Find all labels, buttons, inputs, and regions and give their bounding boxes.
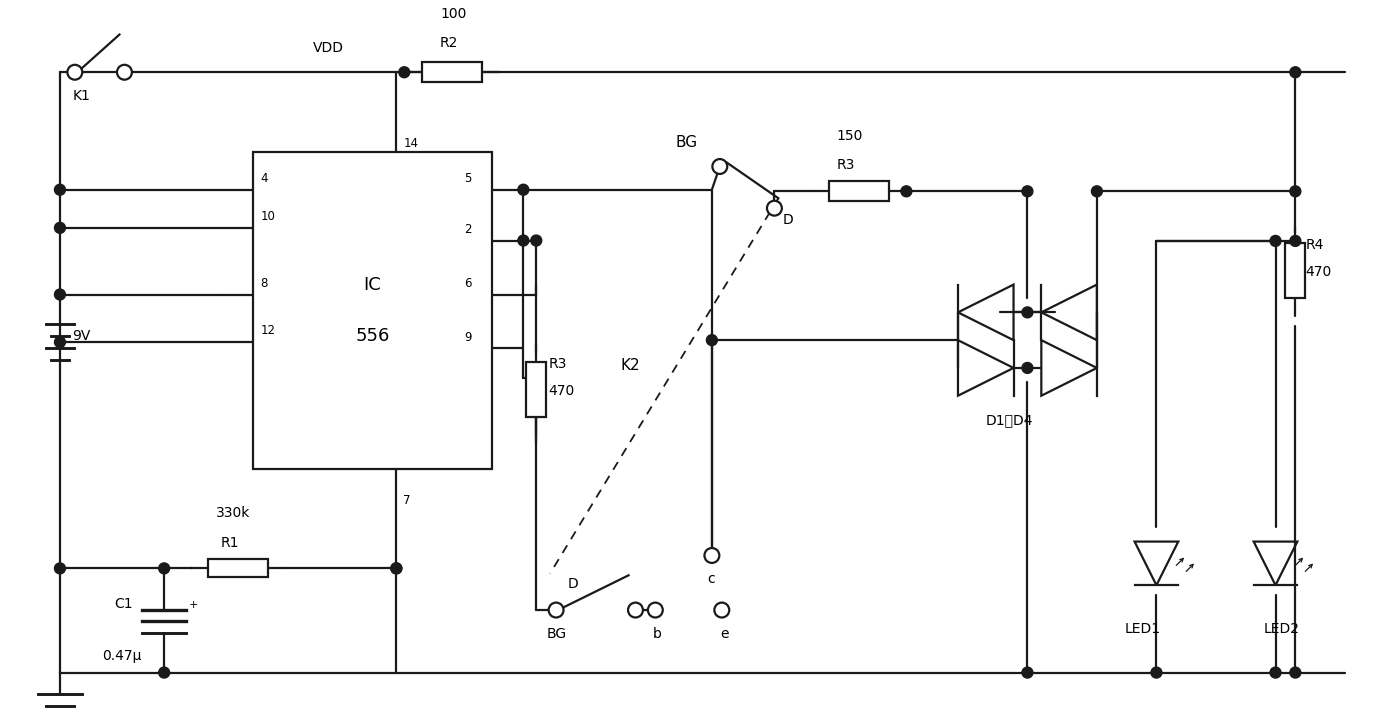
Bar bbox=[527, 362, 546, 417]
Text: 5: 5 bbox=[464, 172, 471, 185]
Circle shape bbox=[1022, 667, 1033, 678]
Circle shape bbox=[519, 184, 528, 195]
Circle shape bbox=[629, 603, 643, 618]
Circle shape bbox=[159, 563, 170, 574]
Text: e: e bbox=[719, 627, 728, 641]
Circle shape bbox=[159, 667, 170, 678]
Circle shape bbox=[1022, 186, 1033, 197]
Text: c: c bbox=[707, 572, 715, 586]
Text: b: b bbox=[652, 627, 661, 641]
Bar bbox=[829, 181, 888, 201]
Circle shape bbox=[1092, 186, 1103, 197]
Circle shape bbox=[714, 603, 729, 618]
Text: 556: 556 bbox=[355, 327, 390, 345]
Text: R2: R2 bbox=[441, 37, 459, 50]
Circle shape bbox=[117, 65, 132, 80]
Text: 100: 100 bbox=[441, 6, 467, 21]
Text: D1～D4: D1～D4 bbox=[986, 413, 1033, 428]
Circle shape bbox=[399, 67, 410, 78]
Circle shape bbox=[1151, 667, 1161, 678]
Text: VDD: VDD bbox=[314, 41, 344, 55]
Circle shape bbox=[1289, 235, 1301, 246]
Text: R1: R1 bbox=[220, 536, 238, 549]
Circle shape bbox=[648, 603, 662, 618]
Text: 0.47μ: 0.47μ bbox=[103, 649, 142, 663]
Circle shape bbox=[54, 337, 66, 348]
Text: LED1: LED1 bbox=[1125, 622, 1161, 636]
Text: C1: C1 bbox=[114, 597, 134, 611]
Text: 9V: 9V bbox=[72, 329, 91, 343]
Circle shape bbox=[549, 603, 563, 618]
Text: BG: BG bbox=[675, 135, 697, 150]
Circle shape bbox=[1022, 362, 1033, 374]
Text: BG: BG bbox=[546, 627, 566, 641]
Text: K2: K2 bbox=[620, 358, 640, 373]
Circle shape bbox=[54, 222, 66, 233]
Text: +: + bbox=[190, 600, 198, 610]
Text: 470: 470 bbox=[548, 384, 574, 397]
Text: 7: 7 bbox=[403, 494, 411, 507]
Text: 330k: 330k bbox=[216, 505, 251, 520]
Text: 8: 8 bbox=[261, 276, 268, 289]
Circle shape bbox=[1270, 235, 1281, 246]
Bar bbox=[1285, 243, 1305, 298]
Circle shape bbox=[1289, 67, 1301, 78]
Text: 470: 470 bbox=[1305, 265, 1331, 279]
Text: R3: R3 bbox=[548, 357, 566, 371]
Text: 4: 4 bbox=[261, 172, 268, 185]
Circle shape bbox=[767, 201, 782, 215]
Text: 2: 2 bbox=[464, 222, 471, 235]
Circle shape bbox=[1270, 667, 1281, 678]
Circle shape bbox=[1289, 667, 1301, 678]
Circle shape bbox=[707, 335, 718, 346]
Bar bbox=[208, 559, 268, 577]
Circle shape bbox=[54, 563, 66, 574]
Circle shape bbox=[390, 563, 401, 574]
Circle shape bbox=[1022, 307, 1033, 318]
Text: 12: 12 bbox=[261, 324, 276, 337]
Circle shape bbox=[54, 184, 66, 195]
Text: R4: R4 bbox=[1305, 238, 1324, 252]
Circle shape bbox=[901, 186, 912, 197]
Text: LED2: LED2 bbox=[1263, 622, 1299, 636]
Circle shape bbox=[67, 65, 82, 80]
Circle shape bbox=[519, 235, 528, 246]
Circle shape bbox=[712, 159, 728, 174]
Circle shape bbox=[54, 289, 66, 300]
Circle shape bbox=[1289, 186, 1301, 197]
Bar bbox=[254, 152, 492, 469]
Text: R3: R3 bbox=[836, 158, 856, 173]
Text: 150: 150 bbox=[836, 129, 863, 143]
Circle shape bbox=[390, 563, 401, 574]
Text: D: D bbox=[782, 213, 793, 227]
Circle shape bbox=[531, 235, 542, 246]
Text: 14: 14 bbox=[403, 137, 418, 150]
Text: D: D bbox=[567, 577, 579, 591]
Text: 10: 10 bbox=[261, 210, 275, 223]
Text: 9: 9 bbox=[464, 330, 471, 343]
Circle shape bbox=[704, 548, 719, 563]
Text: K1: K1 bbox=[72, 89, 91, 103]
Text: 6: 6 bbox=[464, 276, 471, 289]
Bar bbox=[422, 63, 482, 82]
Text: IC: IC bbox=[364, 276, 382, 294]
